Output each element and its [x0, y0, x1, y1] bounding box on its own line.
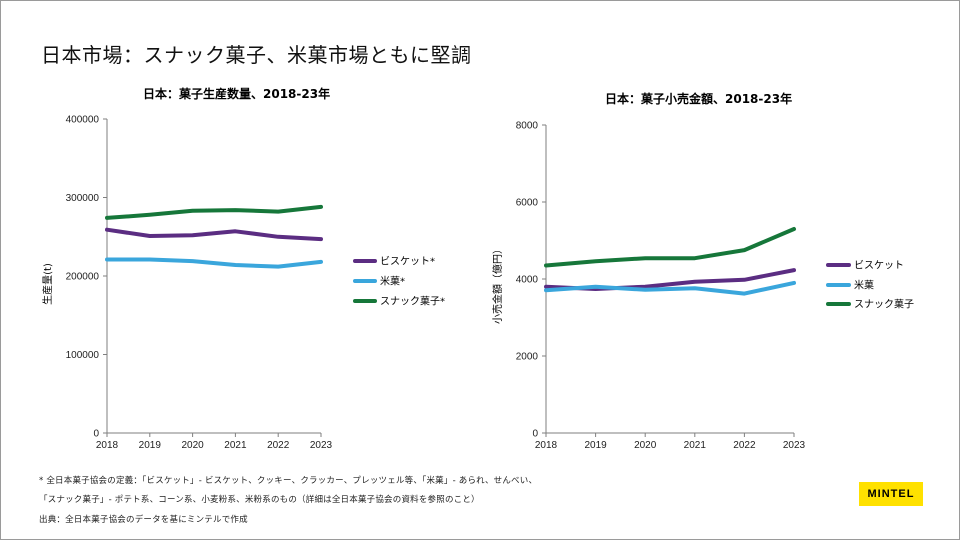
chart-2-x-tick-label: 2019	[584, 440, 607, 451]
page-title: 日本市場：スナック菓子、米菓市場ともに堅調	[41, 43, 472, 67]
chart-2-legend-label-3: スナック菓子	[854, 299, 914, 311]
chart-1-legend-label-3: スナック菓子*	[380, 296, 445, 308]
chart-2-y-tick-label: 6000	[516, 198, 539, 209]
chart-1-legend-label-2: 米菓*	[380, 275, 405, 288]
chart-2-x-tick-label: 2023	[783, 440, 806, 451]
chart-1-plot: 0 100000 200000 300000 400000 2018 2019 2020 202…	[41, 115, 445, 452]
chart-1-y-tick-label: 400000	[66, 115, 100, 126]
chart-2-legend-label-1: ビスケット	[854, 260, 904, 272]
chart-2-y-tick-label: 0	[532, 429, 538, 440]
chart-1-x-tick-label: 2023	[310, 440, 333, 451]
chart-2-y-tick-label: 8000	[516, 121, 539, 132]
chart-2-x-tick-label: 2022	[733, 440, 756, 451]
chart-2-x-tick-label: 2020	[634, 440, 657, 451]
chart-2-series-line-3	[544, 227, 796, 268]
chart-1-series-line-1	[105, 227, 323, 242]
mintel-logo: MINTEL	[859, 482, 923, 506]
chart-2-x-tick-label: 2021	[684, 440, 707, 451]
chart-2-y-tick-label: 2000	[516, 352, 539, 363]
chart-1-y-tick-label: 0	[93, 429, 99, 440]
chart-2-y-axis-title: 小売金額（億円）	[491, 244, 504, 324]
chart-1-title: 日本：菓子生産数量、2018-23年	[143, 87, 331, 101]
chart-2-plot: 0 2000 4000 6000 8000 2018 2019 2020 2021 2022 202…	[491, 121, 914, 452]
chart-1-y-tick-label: 300000	[66, 193, 100, 204]
chart-1-legend-label-1: ビスケット*	[380, 256, 435, 268]
chart-2-title: 日本：菓子小売金額、2018-23年	[605, 92, 793, 106]
chart-1-y-axis-title: 生産量(t)	[41, 263, 54, 305]
chart-1-x-tick-label: 2022	[267, 440, 290, 451]
footnote-definition-1: * 全日本菓子協会の定義：「ビスケット」- ビスケット、クッキー、クラッカー、プ…	[39, 476, 538, 486]
footnote-definition-2: 「スナック菓子」- ポテト系、コーン系、小麦粉系、米粉系のもの（詳細は全日本菓子…	[39, 495, 480, 505]
chart-1-y-tick-label: 100000	[66, 350, 100, 361]
chart-1-x-tick-label: 2021	[224, 440, 247, 451]
chart-1-series-line-3	[105, 204, 323, 220]
chart-1-x-tick-label: 2020	[181, 440, 204, 451]
chart-2-y-tick-label: 4000	[516, 275, 539, 286]
chart-1-series-line-2	[105, 257, 323, 269]
chart-1-x-tick-label: 2019	[139, 440, 162, 451]
chart-2-x-tick-label: 2018	[535, 440, 558, 451]
chart-1-y-tick-label: 200000	[66, 272, 100, 283]
footnote-source: 出典：全日本菓子協会のデータを基にミンテルで作成	[39, 515, 248, 525]
chart-2-series-line-2	[544, 280, 796, 296]
chart-1-x-tick-label: 2018	[96, 440, 119, 451]
chart-2-legend-label-2: 米菓	[854, 279, 874, 292]
